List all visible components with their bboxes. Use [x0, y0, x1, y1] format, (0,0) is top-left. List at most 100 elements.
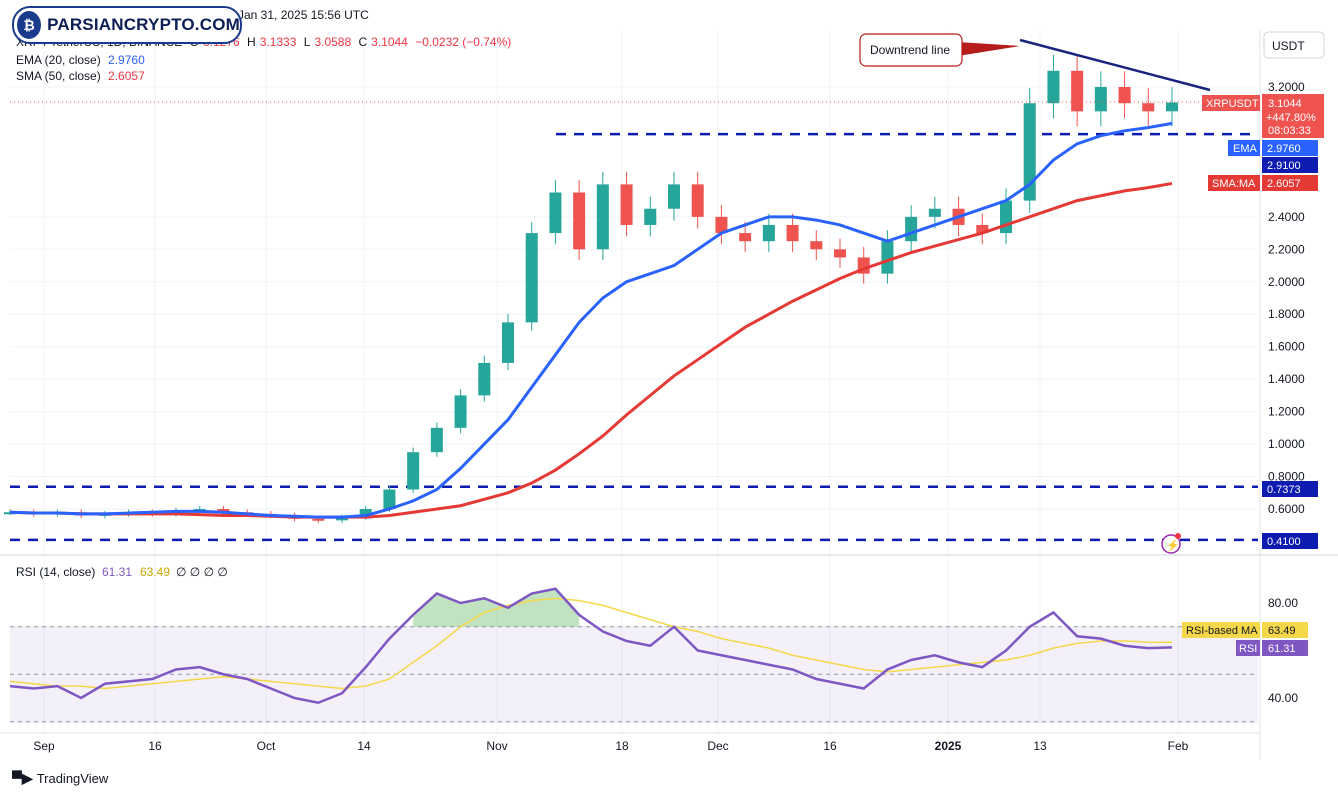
notification-dot	[1175, 533, 1181, 539]
time-tick: Nov	[486, 739, 507, 753]
time-tick: Dec	[707, 739, 728, 753]
time-tick: 13	[1033, 739, 1047, 753]
downtrend-line	[1019, 38, 1211, 92]
level-0737-value: 0.7373	[1267, 484, 1301, 496]
candle-body	[691, 184, 704, 217]
rsi-tick-40: 40.00	[1268, 691, 1298, 705]
currency-box[interactable]	[1263, 31, 1325, 59]
candle-body	[834, 249, 846, 258]
price-tick: 1.4000	[1268, 372, 1305, 386]
price-tick: 0.8000	[1268, 470, 1305, 484]
price-tag	[1262, 94, 1324, 138]
close-value: 3.1044	[371, 35, 408, 49]
high-value: 3.1333	[259, 35, 297, 49]
horizontal-levels	[10, 132, 1258, 542]
logo-icon: ₿	[17, 11, 42, 39]
price-tick: 0.6000	[1268, 502, 1305, 516]
candle-body	[478, 362, 491, 396]
sma-legend[interactable]: SMA (50, close) 2.6057	[16, 69, 149, 83]
candle-body	[928, 208, 941, 217]
candle-body	[762, 224, 775, 242]
time-tick: 16	[823, 739, 837, 753]
candle-body	[596, 184, 609, 250]
sma-tag-label: SMA:MA	[1212, 178, 1256, 190]
candle-body	[359, 509, 372, 518]
level-2910-value: 2.9100	[1267, 160, 1301, 172]
tradingview-label: TradingView	[36, 771, 109, 786]
candle-body	[336, 517, 348, 521]
sma-tag-value: 2.6057	[1267, 178, 1301, 190]
rsi-ma-tag-label: RSI-based MA	[1186, 625, 1258, 637]
annotation-label: Downtrend line	[870, 43, 950, 57]
sma-legend-label: SMA (50, close)	[16, 69, 101, 83]
annotation-arrow	[958, 42, 1020, 56]
sma-legend-value: 2.6057	[108, 69, 145, 83]
price-tag-change: +447.80%	[1266, 112, 1316, 124]
low-value: 3.0588	[314, 35, 352, 49]
tradingview-icon: ▀▶	[12, 770, 33, 786]
time-tick: 2025	[935, 739, 962, 753]
time-tick: 18	[615, 739, 629, 753]
price-tick: 1.8000	[1268, 307, 1305, 321]
price-tick: 1.2000	[1268, 405, 1305, 419]
rsi-overbought-fill	[413, 588, 580, 627]
rsi-tag-label: RSI	[1239, 643, 1257, 655]
candle-body	[1118, 87, 1131, 104]
candle-body	[1142, 103, 1155, 112]
candle-body	[905, 216, 918, 242]
ema-tag-label: EMA	[1233, 143, 1258, 155]
rsi-value: 61.31	[102, 565, 132, 579]
high-label: H	[247, 35, 256, 49]
candle-body	[217, 509, 230, 513]
rsi-ma-tag	[1182, 622, 1260, 638]
sma-value-tag	[1262, 175, 1318, 191]
candle-body	[549, 192, 562, 234]
candles	[4, 54, 1178, 523]
rsi-tag	[1236, 640, 1260, 656]
price-tick: 1.0000	[1268, 437, 1305, 451]
price-tag-countdown: 08:03:33	[1268, 125, 1311, 137]
candle-body	[668, 184, 680, 209]
price-tick: 2.4000	[1268, 210, 1305, 224]
header-date: Jan 31, 2025 15:56 UTC	[238, 8, 369, 22]
annotation-box	[859, 33, 963, 67]
rsi-tag-value: 61.31	[1268, 643, 1296, 655]
tradingview-brand[interactable]: ▀▶ TradingView	[12, 770, 108, 787]
lightning-icon[interactable]	[1161, 534, 1181, 554]
ema-value-tag	[1262, 140, 1318, 156]
candle-body	[881, 241, 894, 274]
ema-tag	[1228, 140, 1260, 156]
ema-legend[interactable]: EMA (20, close) 2.9760	[16, 53, 149, 67]
symbol-tag	[1202, 95, 1260, 111]
time-tick: 16	[148, 739, 162, 753]
lightning-glyph: ⚡	[1166, 539, 1180, 552]
ema-legend-label: EMA (20, close)	[16, 53, 101, 67]
candle-body	[383, 489, 396, 509]
candle-body	[525, 233, 538, 323]
rsi-ma-value: 63.49	[140, 565, 170, 579]
price-tick: 1.6000	[1268, 340, 1305, 354]
rsi-tick-80: 80.00	[1268, 596, 1298, 610]
candle-body	[407, 452, 420, 490]
candle-body	[715, 216, 728, 234]
candle-body	[1000, 200, 1012, 234]
price-tick: 2.2000	[1268, 242, 1305, 256]
level-0737-tag	[1262, 481, 1318, 497]
rsi-fill	[413, 588, 580, 627]
symbol-tag-label: XRPUSDT	[1206, 98, 1259, 110]
rsi-ma-tag-value: 63.49	[1268, 625, 1296, 637]
candle-body	[976, 224, 989, 234]
time-tick: Oct	[257, 739, 276, 753]
candle-body	[1094, 87, 1107, 112]
sma-line	[9, 181, 1173, 519]
rsi-zeros: ∅ ∅ ∅ ∅	[176, 565, 228, 579]
currency-label: USDT	[1272, 39, 1305, 53]
logo-text: PARSIANCRYPTO.COM	[47, 15, 240, 34]
rsi-value-tag	[1262, 640, 1308, 656]
candle-body	[430, 427, 443, 453]
ema-tag-value: 2.9760	[1267, 143, 1301, 155]
sma-tag	[1208, 175, 1260, 191]
time-axis[interactable]: Sep 16 Oct 14 Nov 18 Dec 16 2025 13 Feb	[33, 739, 1188, 753]
price-axis[interactable]: 3.2000 2.4000 2.2000 2.0000 1.8000 1.6000 1.40…	[1268, 80, 1305, 516]
